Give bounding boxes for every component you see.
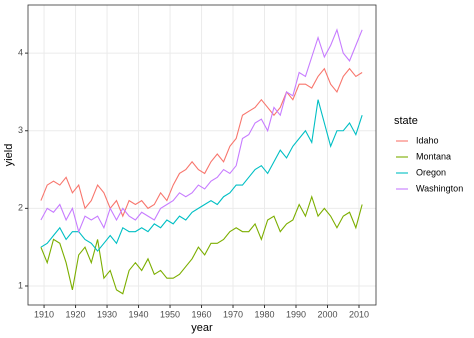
legend-label: Montana — [416, 151, 451, 161]
x-tick-label: 1990 — [286, 309, 306, 319]
y-tick-label: 1 — [18, 280, 23, 290]
legend-label: Idaho — [416, 135, 439, 145]
x-tick-label: 2010 — [349, 309, 369, 319]
x-axis-title: year — [191, 322, 213, 334]
y-axis-title: yield — [3, 144, 15, 167]
x-tick-label: 1940 — [129, 309, 149, 319]
x-tick-label: 2000 — [317, 309, 337, 319]
legend-label: Washington — [416, 183, 463, 193]
series-line — [40, 99, 363, 252]
x-tick-label: 1920 — [66, 309, 86, 319]
x-tick-label: 1930 — [97, 309, 117, 319]
y-tick-label: 4 — [18, 47, 23, 57]
y-tick-label: 2 — [18, 203, 23, 213]
x-tick-label: 1980 — [254, 309, 274, 319]
x-tick-label: 1950 — [160, 309, 180, 319]
series-line — [40, 194, 363, 295]
series-line — [40, 67, 363, 218]
y-tick-label: 3 — [18, 125, 23, 135]
legend-title: state — [394, 115, 418, 127]
x-tick-label: 1910 — [34, 309, 54, 319]
legend-label: Oregon — [416, 167, 446, 177]
series-line — [40, 28, 363, 234]
panel-border — [27, 4, 377, 306]
x-tick-label: 1970 — [223, 309, 243, 319]
x-tick-label: 1960 — [192, 309, 212, 319]
